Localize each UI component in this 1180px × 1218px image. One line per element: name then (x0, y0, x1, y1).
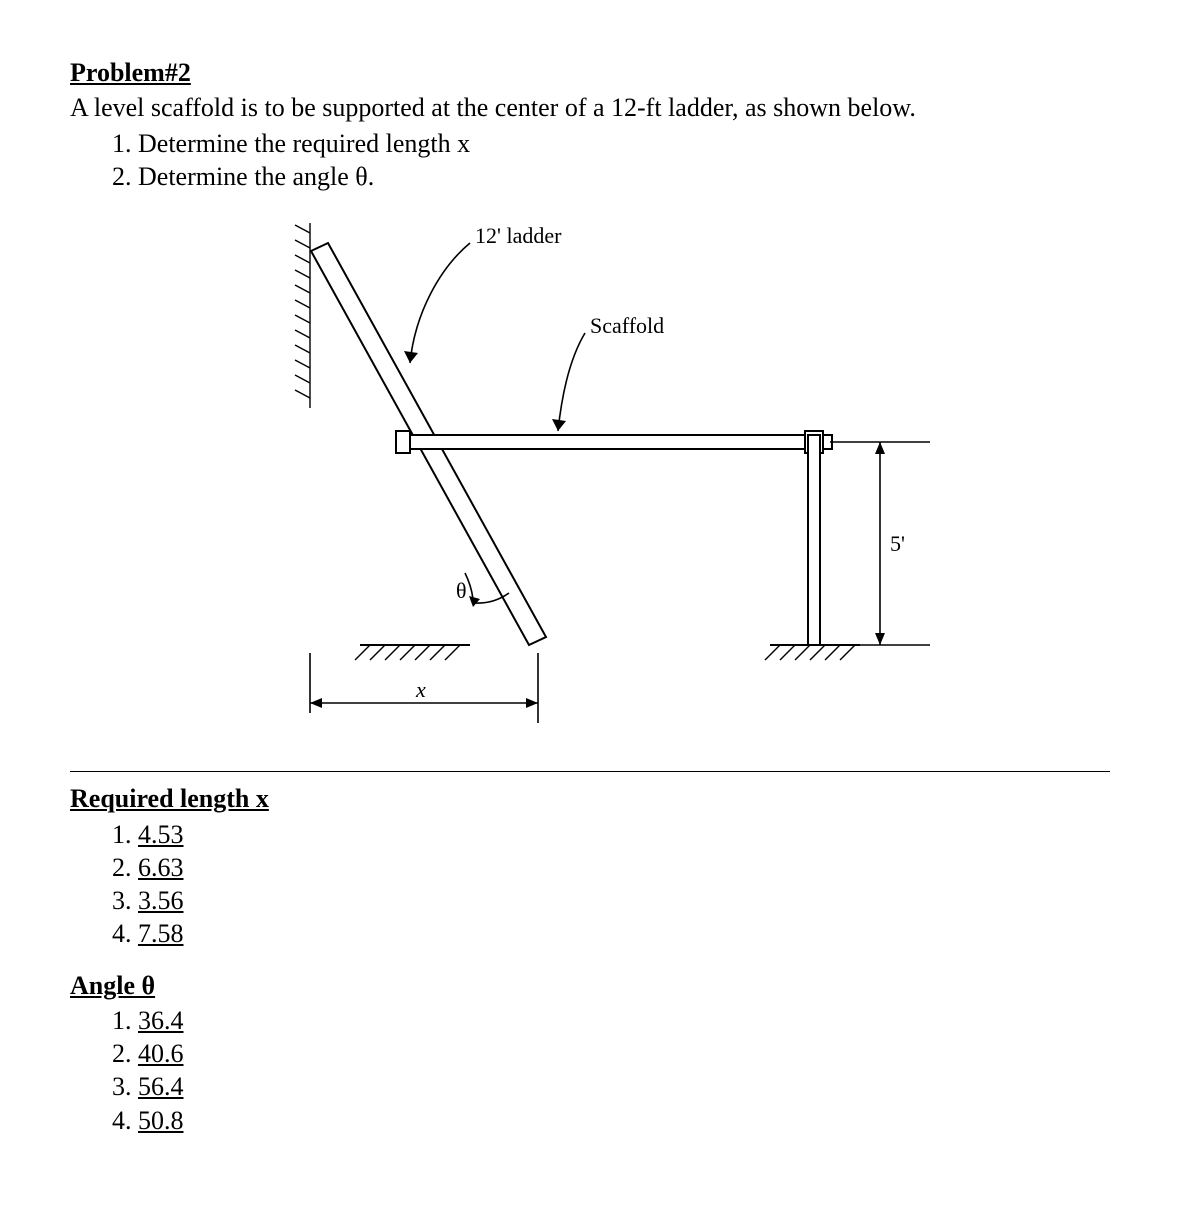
label-theta: θ (456, 578, 467, 603)
answers-theta-heading: Angle θ (70, 969, 1110, 1002)
answer-option: 7.58 (138, 917, 1110, 950)
answer-option: 6.63 (138, 851, 1110, 884)
answers-theta-list: 36.4 40.6 56.4 50.8 (70, 1004, 1110, 1137)
answer-option: 4.53 (138, 818, 1110, 851)
scaffold-plank (402, 435, 832, 449)
task-item: Determine the angle θ. (138, 160, 1110, 193)
section-rule (70, 771, 1110, 772)
answer-option: 40.6 (138, 1037, 1110, 1070)
problem-statement: A level scaffold is to be supported at t… (70, 91, 1110, 124)
dim-5ft (830, 442, 930, 645)
page: Problem#2 A level scaffold is to be supp… (0, 0, 1180, 1218)
answer-option: 3.56 (138, 884, 1110, 917)
figure-container: 12' ladder Scaffold θ (70, 213, 1110, 761)
label-ladder-text: 12' ladder (475, 223, 562, 248)
answer-option: 36.4 (138, 1004, 1110, 1037)
label-ladder (404, 243, 470, 363)
wall-hatch (295, 223, 310, 408)
answer-option: 50.8 (138, 1104, 1110, 1137)
problem-title: Problem#2 (70, 56, 1110, 89)
answer-option: 56.4 (138, 1070, 1110, 1103)
task-item: Determine the required length x (138, 127, 1110, 160)
label-x: x (415, 677, 426, 702)
answers-x-list: 4.53 6.63 3.56 7.58 (70, 818, 1110, 951)
support-post (808, 435, 820, 645)
task-list: Determine the required length x Determin… (70, 127, 1110, 194)
scaffold-diagram: 12' ladder Scaffold θ (270, 213, 970, 753)
scaffold-clamp-left (396, 431, 410, 453)
label-scaffold-text: Scaffold (590, 313, 664, 338)
label-5ft: 5' (890, 531, 905, 556)
ground-hatch-right (765, 645, 860, 660)
label-scaffold (552, 333, 585, 431)
ground-hatch-left (355, 645, 470, 660)
answers-x-heading: Required length x (70, 782, 1110, 815)
